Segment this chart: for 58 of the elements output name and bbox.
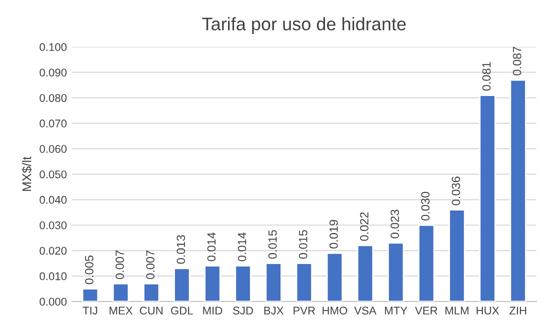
bar xyxy=(296,262,312,302)
x-tick-label: MTY xyxy=(385,306,408,314)
y-tick-label: 0.090 xyxy=(40,68,67,76)
x-tick-label: VSA xyxy=(354,306,376,315)
x-tick-label: PVR xyxy=(294,306,316,314)
bar xyxy=(356,244,374,302)
x-tick-label: HMO xyxy=(322,306,348,315)
data-label: 0.023 xyxy=(390,210,399,238)
bar xyxy=(387,242,404,302)
bar xyxy=(174,268,190,302)
bar xyxy=(326,252,344,302)
x-tick-label: BJX xyxy=(264,306,284,315)
y-tick-label: 0.010 xyxy=(40,272,67,280)
data-label: 0.081 xyxy=(482,62,491,91)
y-axis-title: MX$/lt xyxy=(22,156,32,191)
bar xyxy=(418,224,435,302)
bar xyxy=(112,282,130,302)
y-tick-label: 0.020 xyxy=(40,246,67,255)
y-tick-label: 0.040 xyxy=(40,196,67,204)
data-label: 0.005 xyxy=(85,256,94,284)
chart-title: Tarifa por uso de hidrante xyxy=(202,17,406,34)
bar xyxy=(204,265,221,302)
y-tick-label: 0.070 xyxy=(40,120,67,128)
y-tick-label: 0.050 xyxy=(40,170,67,178)
data-label: 0.014 xyxy=(207,232,216,262)
bar xyxy=(448,209,466,302)
bar xyxy=(82,288,99,302)
data-label: 0.015 xyxy=(298,230,308,259)
x-tick-label: GDL xyxy=(171,306,193,315)
data-label: 0.007 xyxy=(146,250,155,280)
data-label: 0.087 xyxy=(512,46,522,76)
y-tick-label: 0.030 xyxy=(40,221,67,230)
x-tick-label: SJD xyxy=(233,306,253,315)
data-label: 0.014 xyxy=(238,232,246,262)
x-tick-label: MEX xyxy=(110,306,133,314)
x-tick-label: MLM xyxy=(446,306,468,314)
data-label: 0.036 xyxy=(452,176,460,206)
data-label: 0.013 xyxy=(176,235,186,264)
data-label: 0.030 xyxy=(421,192,430,220)
data-label: 0.015 xyxy=(268,230,277,259)
bar xyxy=(143,282,160,302)
x-tick-label: CUN xyxy=(140,306,162,315)
data-label: 0.022 xyxy=(360,212,368,241)
bar xyxy=(234,265,252,302)
x-tick-label: MID xyxy=(203,306,222,314)
data-label: 0.019 xyxy=(330,220,338,248)
y-tick-label: 0.080 xyxy=(40,94,67,102)
bar xyxy=(265,262,282,302)
y-tick-label: 0.000 xyxy=(40,298,67,306)
x-tick-label: VER xyxy=(415,306,438,314)
data-label: 0.007 xyxy=(116,250,124,280)
bar xyxy=(479,94,496,302)
y-tick-label: 0.100 xyxy=(40,43,67,52)
x-tick-label: HUX xyxy=(476,306,500,315)
y-tick-label: 0.060 xyxy=(40,145,67,153)
x-tick-label: TIJ xyxy=(82,306,98,315)
bar xyxy=(510,79,526,302)
x-tick-label: ZIH xyxy=(509,306,526,314)
